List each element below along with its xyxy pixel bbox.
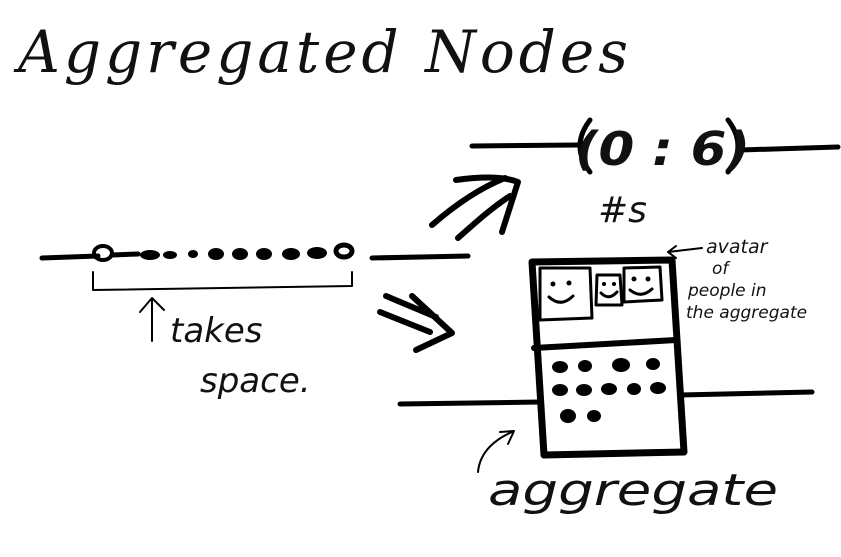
aggregate-caption-arrow — [477, 430, 515, 473]
takes-space-label: space. — [200, 361, 311, 401]
expanded-nodes-row — [39, 242, 471, 262]
avatar-note: of — [712, 259, 731, 279]
avatar-note: avatar — [706, 236, 769, 258]
count-caption: #s — [598, 190, 647, 231]
avatar-note: people in — [687, 281, 767, 301]
takes-space-label: takes — [170, 311, 263, 351]
count-badge-label: (0 : 6) — [575, 122, 750, 176]
transform-arrow-up — [429, 174, 521, 241]
span-bracket — [92, 271, 353, 291]
page-title: Aggregated Nodes — [13, 18, 632, 86]
aggregate-caption: aggregate — [488, 465, 778, 516]
aggregate-node — [397, 256, 815, 459]
count-badge-node — [469, 117, 841, 175]
takes-space-arrow — [139, 297, 165, 342]
avatar-note-arrow — [667, 245, 703, 259]
avatar-note: the aggregate — [686, 303, 807, 323]
transform-arrow-down — [377, 293, 455, 353]
